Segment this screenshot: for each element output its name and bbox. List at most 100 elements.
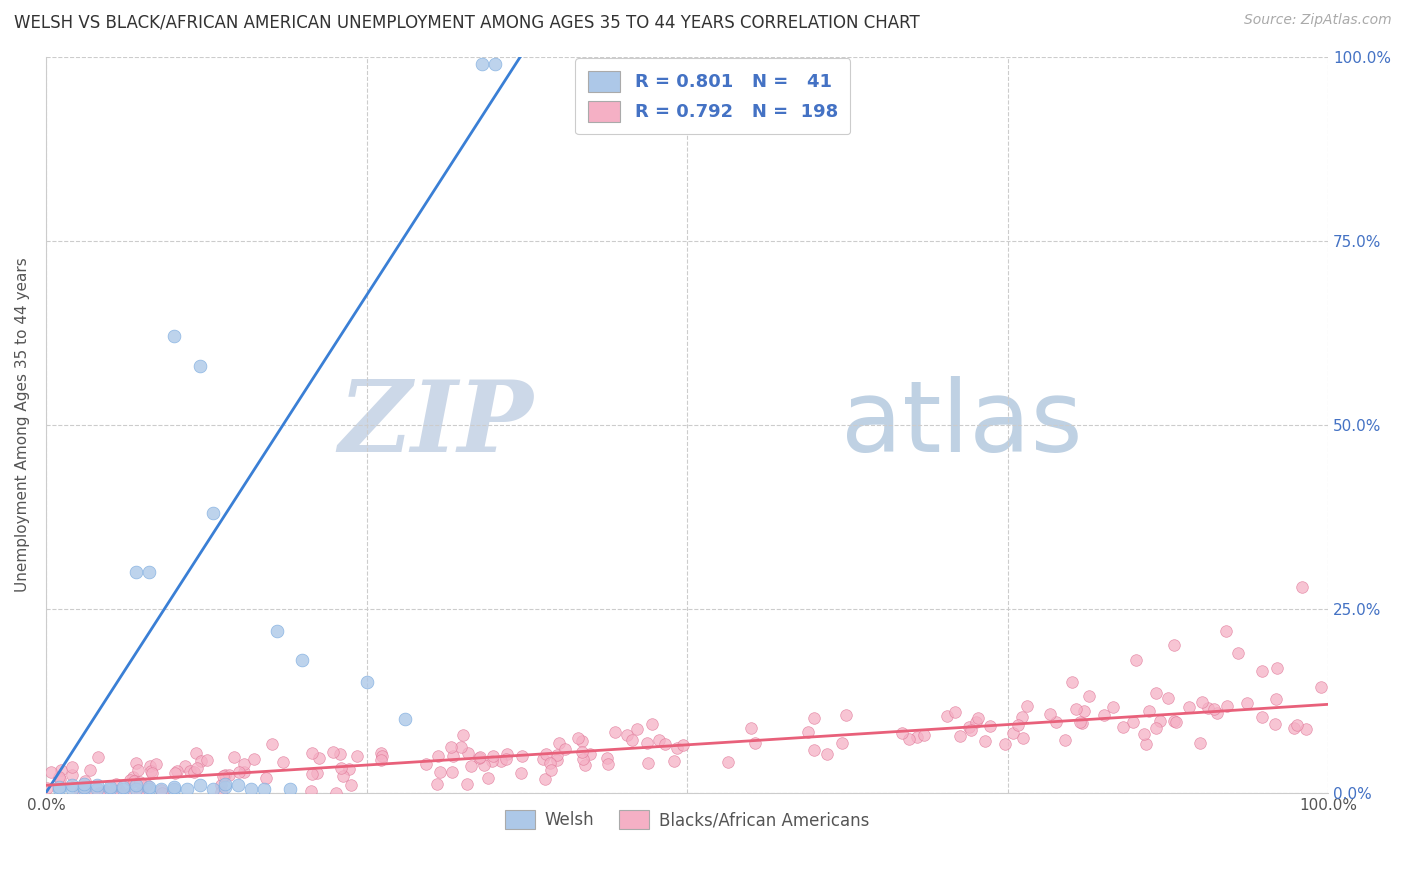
Point — [496, 747, 519, 762]
Point — [35, 780, 58, 795]
Point — [1064, 701, 1087, 715]
Point — [86, 750, 108, 764]
Point — [1282, 721, 1305, 735]
Point — [299, 784, 322, 798]
Point — [815, 747, 838, 761]
Point — [616, 728, 638, 742]
Point — [301, 767, 323, 781]
Point — [188, 778, 211, 792]
Point — [1069, 714, 1091, 729]
Point — [150, 782, 173, 797]
Point — [1191, 695, 1213, 709]
Point — [356, 675, 378, 690]
Point — [470, 750, 492, 764]
Point — [546, 748, 568, 763]
Point — [1227, 646, 1250, 660]
Point — [451, 728, 474, 742]
Point — [717, 755, 740, 769]
Point — [510, 748, 533, 763]
Point — [1122, 715, 1144, 730]
Point — [571, 734, 593, 748]
Point — [457, 746, 479, 760]
Point — [49, 772, 72, 786]
Point — [495, 752, 517, 766]
Point — [429, 764, 451, 779]
Point — [890, 726, 912, 740]
Point — [966, 711, 988, 725]
Point — [1251, 710, 1274, 724]
Point — [278, 782, 301, 797]
Point — [179, 764, 201, 778]
Point — [897, 731, 920, 746]
Point — [1285, 718, 1308, 732]
Point — [39, 765, 62, 780]
Point — [308, 750, 330, 764]
Point — [534, 747, 557, 761]
Point — [943, 706, 966, 720]
Point — [125, 756, 148, 771]
Point — [60, 778, 83, 792]
Point — [183, 765, 205, 780]
Point — [254, 771, 277, 785]
Point — [489, 754, 512, 768]
Point — [973, 734, 995, 748]
Point — [73, 777, 96, 791]
Point — [426, 777, 449, 791]
Point — [1017, 699, 1039, 714]
Point — [228, 764, 250, 779]
Point — [48, 770, 70, 784]
Point — [48, 780, 70, 794]
Point — [150, 786, 173, 800]
Point — [1166, 715, 1188, 730]
Point — [596, 757, 619, 772]
Point — [214, 768, 236, 782]
Point — [301, 746, 323, 760]
Point — [626, 723, 648, 737]
Point — [554, 742, 576, 756]
Point — [740, 721, 762, 735]
Point — [163, 782, 186, 797]
Point — [163, 766, 186, 780]
Point — [1295, 722, 1317, 736]
Point — [131, 786, 153, 800]
Point — [273, 755, 295, 769]
Point — [98, 782, 121, 797]
Point — [803, 743, 825, 757]
Point — [1236, 696, 1258, 710]
Point — [111, 780, 134, 794]
Point — [831, 736, 853, 750]
Point — [477, 772, 499, 786]
Point — [1144, 721, 1167, 735]
Point — [441, 764, 464, 779]
Point — [190, 754, 212, 768]
Point — [540, 763, 562, 777]
Point — [1264, 692, 1286, 706]
Point — [111, 782, 134, 797]
Point — [664, 754, 686, 768]
Point — [48, 782, 70, 797]
Point — [163, 780, 186, 794]
Point — [138, 782, 160, 797]
Point — [1265, 660, 1288, 674]
Point — [427, 749, 450, 764]
Point — [484, 57, 506, 71]
Point — [108, 783, 131, 797]
Point — [232, 756, 254, 771]
Point — [647, 733, 669, 747]
Point — [415, 756, 437, 771]
Point — [1137, 704, 1160, 718]
Point — [1078, 689, 1101, 703]
Point — [222, 750, 245, 764]
Point — [330, 761, 353, 775]
Point — [912, 728, 935, 742]
Point — [209, 785, 232, 799]
Point — [957, 720, 980, 734]
Point — [440, 740, 463, 755]
Point — [1163, 639, 1185, 653]
Point — [49, 763, 72, 777]
Point — [960, 723, 983, 737]
Point — [1178, 699, 1201, 714]
Point — [1102, 700, 1125, 714]
Point — [266, 624, 288, 638]
Point — [125, 782, 148, 797]
